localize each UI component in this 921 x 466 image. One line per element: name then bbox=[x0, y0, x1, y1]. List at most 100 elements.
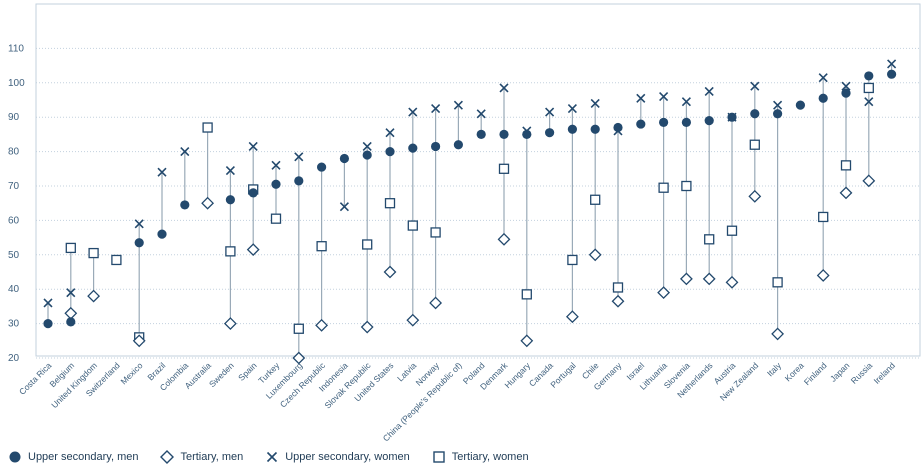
point-upper-secondary-men bbox=[545, 128, 555, 138]
circle-marker-icon bbox=[9, 451, 21, 463]
point-upper-secondary-men bbox=[681, 117, 692, 127]
point-upper-secondary-men bbox=[864, 71, 874, 81]
y-tick-label: 70 bbox=[8, 181, 20, 192]
point-upper-secondary-men bbox=[180, 200, 190, 210]
point-upper-secondary-men bbox=[476, 129, 486, 139]
point-tertiary-women bbox=[384, 198, 396, 209]
square-marker-icon bbox=[433, 451, 445, 463]
x-tick-label: Costa Rica bbox=[17, 360, 54, 397]
point-tertiary-men bbox=[406, 313, 420, 327]
point-upper-secondary-men bbox=[339, 153, 349, 164]
point-upper-secondary-men bbox=[522, 129, 532, 139]
point-upper-secondary-men bbox=[453, 140, 463, 150]
point-upper-secondary-women bbox=[134, 219, 144, 229]
point-upper-secondary-men bbox=[659, 117, 669, 127]
point-tertiary-men bbox=[702, 272, 716, 286]
point-upper-secondary-women bbox=[248, 141, 258, 152]
point-upper-secondary-women bbox=[659, 91, 669, 102]
point-upper-secondary-men bbox=[750, 109, 760, 119]
y-tick-label: 100 bbox=[8, 78, 25, 89]
point-upper-secondary-men bbox=[385, 147, 395, 157]
point-tertiary-men bbox=[223, 317, 237, 331]
legend-item-upper-secondary-women: Upper secondary, women bbox=[265, 450, 410, 464]
point-tertiary-men bbox=[771, 327, 785, 341]
legend-item-tertiary-women: Tertiary, women bbox=[432, 450, 529, 464]
point-upper-secondary-men bbox=[590, 124, 600, 134]
point-upper-secondary-women bbox=[294, 152, 304, 162]
point-upper-secondary-women bbox=[362, 141, 372, 152]
point-upper-secondary-men bbox=[727, 112, 737, 122]
point-upper-secondary-women bbox=[704, 86, 714, 96]
point-upper-secondary-men bbox=[43, 319, 53, 329]
point-tertiary-women bbox=[612, 282, 624, 293]
point-upper-secondary-women bbox=[180, 147, 190, 157]
point-tertiary-women bbox=[749, 139, 760, 150]
point-upper-secondary-women bbox=[636, 93, 646, 103]
point-tertiary-men bbox=[679, 272, 693, 286]
point-upper-secondary-men bbox=[795, 100, 806, 110]
point-upper-secondary-women bbox=[818, 73, 828, 83]
y-tick-label: 20 bbox=[8, 353, 20, 364]
point-upper-secondary-men bbox=[499, 129, 509, 139]
point-upper-secondary-men bbox=[134, 238, 144, 248]
x-tick-label: Hungary bbox=[502, 360, 532, 390]
point-upper-secondary-men bbox=[294, 176, 304, 186]
point-upper-secondary-women bbox=[864, 97, 874, 107]
x-tick-label: Mexico bbox=[118, 360, 144, 386]
x-tick-label: Italy bbox=[765, 360, 784, 379]
diamond-marker-icon bbox=[160, 450, 175, 464]
point-tertiary-men bbox=[132, 334, 146, 348]
point-upper-secondary-women bbox=[66, 288, 76, 298]
legend-label: Upper secondary, women bbox=[285, 451, 410, 463]
point-upper-secondary-men bbox=[567, 124, 578, 134]
point-upper-secondary-women bbox=[431, 104, 441, 114]
point-tertiary-women bbox=[430, 227, 441, 238]
point-tertiary-men bbox=[497, 232, 511, 246]
point-tertiary-men bbox=[87, 289, 101, 303]
y-tick-label: 110 bbox=[8, 43, 24, 54]
plot-frame bbox=[35, 3, 921, 357]
point-upper-secondary-men bbox=[66, 317, 76, 327]
point-upper-secondary-women bbox=[225, 165, 235, 176]
x-marker-icon bbox=[267, 451, 278, 463]
point-upper-secondary-women bbox=[499, 83, 509, 93]
point-tertiary-men bbox=[748, 189, 762, 203]
point-upper-secondary-women bbox=[43, 298, 53, 308]
point-upper-secondary-women bbox=[773, 100, 783, 110]
point-upper-secondary-men bbox=[841, 88, 851, 98]
point-upper-secondary-women bbox=[545, 107, 555, 117]
point-tertiary-men bbox=[839, 186, 853, 200]
point-tertiary-women bbox=[202, 122, 213, 133]
point-upper-secondary-men bbox=[613, 122, 623, 133]
point-upper-secondary-women bbox=[750, 81, 760, 91]
x-tick-label: Japan bbox=[828, 360, 852, 384]
legend-item-upper-secondary-men: Upper secondary, men bbox=[8, 450, 138, 464]
point-tertiary-men bbox=[862, 174, 876, 188]
point-upper-secondary-women bbox=[385, 128, 395, 138]
point-tertiary-men bbox=[429, 296, 443, 310]
point-tertiary-women bbox=[111, 254, 122, 266]
point-tertiary-women bbox=[316, 241, 327, 252]
y-tick-label: 60 bbox=[8, 215, 20, 226]
point-upper-secondary-women bbox=[590, 98, 600, 109]
point-tertiary-men bbox=[315, 318, 329, 332]
point-upper-secondary-men bbox=[225, 195, 235, 205]
point-tertiary-women bbox=[726, 225, 738, 236]
point-upper-secondary-men bbox=[704, 116, 714, 126]
point-tertiary-men bbox=[816, 269, 830, 282]
point-tertiary-women bbox=[270, 213, 282, 224]
tab-marker-2 bbox=[143, 0, 219, 5]
point-upper-secondary-women bbox=[453, 100, 463, 110]
point-tertiary-men bbox=[360, 320, 374, 334]
point-upper-secondary-women bbox=[476, 109, 486, 119]
point-tertiary-women bbox=[590, 194, 601, 205]
x-tick-label: Portugal bbox=[548, 360, 578, 390]
point-tertiary-men bbox=[383, 265, 397, 279]
legend-label: Tertiary, men bbox=[180, 451, 244, 463]
point-tertiary-men bbox=[520, 334, 534, 348]
x-tick-label: Russia bbox=[849, 360, 875, 386]
point-tertiary-men bbox=[565, 310, 579, 324]
legend-item-tertiary-men: Tertiary, men bbox=[160, 450, 243, 464]
